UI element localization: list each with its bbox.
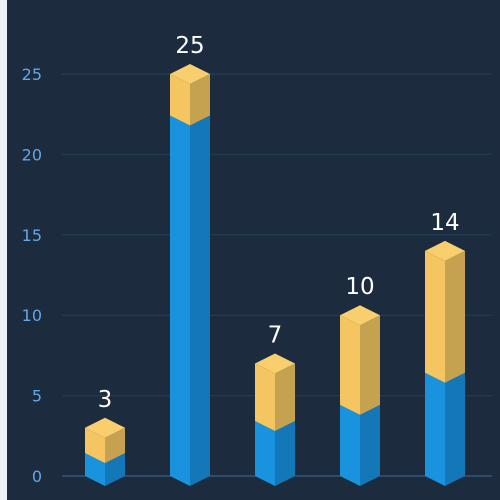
bar-upper-side	[105, 427, 125, 464]
bar-lower-front	[85, 453, 105, 486]
bar-lower-front	[425, 372, 445, 486]
y-tick-label: 10	[22, 306, 42, 325]
bar-upper-front	[170, 74, 190, 126]
bar	[170, 64, 210, 487]
y-tick-label: 20	[22, 145, 42, 164]
bar-lower-side	[275, 420, 295, 486]
bar-top	[425, 240, 465, 261]
bar-value-label: 7	[268, 322, 283, 348]
bar-value-label: 10	[345, 274, 374, 300]
bar-lower-front	[255, 420, 275, 486]
y-tick-label: 25	[22, 65, 42, 84]
bar-upper-side	[190, 74, 210, 126]
bar	[340, 305, 380, 486]
y-tick-label: 0	[32, 467, 42, 486]
value-labels: 3 25 7 10 14	[98, 33, 460, 413]
bar-upper-side	[275, 363, 295, 431]
bar-lower-side	[445, 372, 465, 486]
y-tick-label: 15	[22, 226, 42, 245]
bar-top	[340, 305, 380, 326]
y-tick-label: 5	[32, 387, 42, 406]
bar-upper-front	[340, 315, 360, 415]
bar-top	[170, 64, 210, 84]
bar	[255, 353, 295, 486]
bar-upper-front	[255, 363, 275, 431]
bar-lower-side	[360, 404, 380, 486]
bar-upper-front	[425, 250, 445, 383]
bar-lower-side	[190, 115, 210, 487]
bar	[85, 417, 125, 486]
bar-value-label: 14	[430, 210, 459, 236]
bar-lower-side	[105, 453, 125, 486]
bar-upper-side	[445, 250, 465, 383]
bar-top	[85, 417, 125, 438]
bar-upper-side	[360, 315, 380, 415]
bar-upper-front	[85, 427, 105, 464]
bar-lower-front	[340, 404, 360, 486]
bars	[85, 64, 465, 487]
bar-value-label: 25	[175, 33, 204, 59]
bar-value-label: 3	[98, 387, 113, 413]
bar-top	[255, 353, 295, 374]
bar	[425, 240, 465, 486]
window-edge	[0, 0, 7, 500]
bar-lower-front	[170, 115, 190, 487]
